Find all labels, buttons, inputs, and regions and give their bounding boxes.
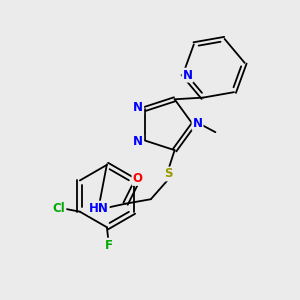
Text: N: N (193, 117, 202, 130)
Text: HN: HN (89, 202, 109, 214)
Text: N: N (133, 101, 143, 114)
Text: F: F (104, 238, 112, 252)
Text: S: S (164, 167, 173, 181)
Text: N: N (133, 135, 143, 148)
Text: N: N (183, 69, 193, 82)
Text: Cl: Cl (53, 202, 65, 215)
Text: O: O (133, 172, 142, 185)
